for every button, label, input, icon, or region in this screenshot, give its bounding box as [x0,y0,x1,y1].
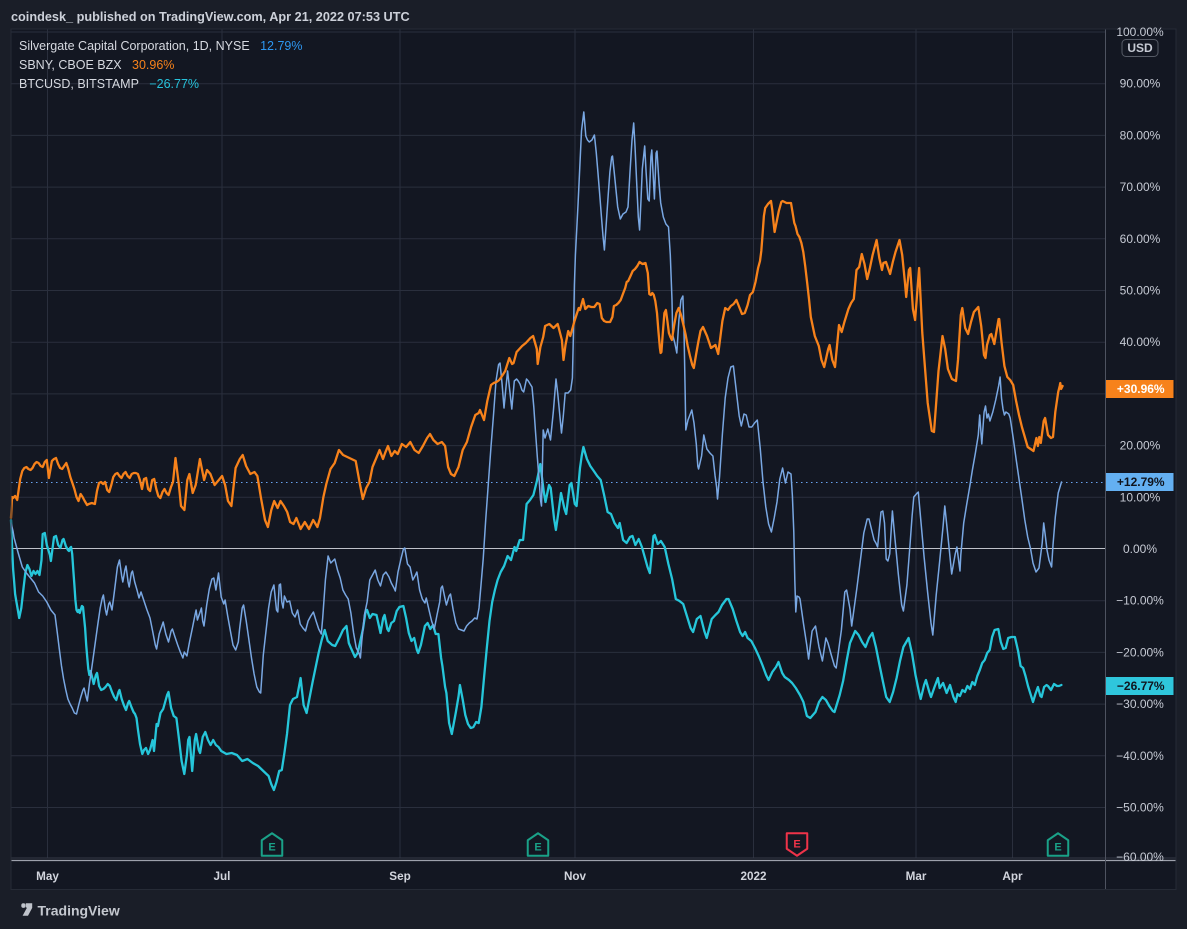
svg-text:80.00%: 80.00% [1120,128,1161,142]
svg-text:May: May [36,870,59,883]
svg-text:+12.79%: +12.79% [1117,475,1165,489]
svg-text:2022: 2022 [740,870,767,883]
svg-text:+30.96%: +30.96% [1117,382,1165,396]
svg-text:−30.00%: −30.00% [1116,697,1164,711]
svg-text:90.00%: 90.00% [1120,77,1161,91]
svg-text:coindesk_ published on Trading: coindesk_ published on TradingView.com, … [11,10,410,24]
svg-text:−50.00%: −50.00% [1116,801,1164,815]
svg-text:SBNY, CBOE BZX 30.96%: SBNY, CBOE BZX 30.96% [19,58,174,72]
svg-text:50.00%: 50.00% [1120,284,1161,298]
svg-text:−20.00%: −20.00% [1116,645,1164,659]
svg-text:BTCUSD, BITSTAMP −26.77%: BTCUSD, BITSTAMP −26.77% [19,77,199,91]
svg-text:Mar: Mar [906,870,927,883]
svg-text:−40.00%: −40.00% [1116,749,1164,763]
svg-text:TradingView: TradingView [38,903,120,919]
svg-text:10.00%: 10.00% [1120,490,1161,504]
svg-text:USD: USD [1127,41,1153,55]
svg-text:100.00%: 100.00% [1116,25,1164,39]
svg-text:20.00%: 20.00% [1120,439,1161,453]
svg-text:Sep: Sep [389,870,410,883]
svg-text:0.00%: 0.00% [1123,542,1157,556]
svg-text:Apr: Apr [1002,870,1023,883]
svg-text:E: E [534,842,541,854]
svg-text:−60.00%: −60.00% [1116,850,1164,864]
svg-text:Nov: Nov [564,870,587,883]
svg-text:E: E [793,839,800,851]
svg-text:60.00%: 60.00% [1120,232,1161,246]
svg-text:−10.00%: −10.00% [1116,594,1164,608]
svg-text:70.00%: 70.00% [1120,180,1161,194]
svg-text:40.00%: 40.00% [1120,335,1161,349]
svg-text:E: E [268,842,275,854]
svg-text:Jul: Jul [214,870,231,883]
svg-text:E: E [1054,842,1061,854]
svg-text:−26.77%: −26.77% [1117,679,1165,693]
svg-text:Silvergate Capital Corporation: Silvergate Capital Corporation, 1D, NYSE… [19,39,303,53]
